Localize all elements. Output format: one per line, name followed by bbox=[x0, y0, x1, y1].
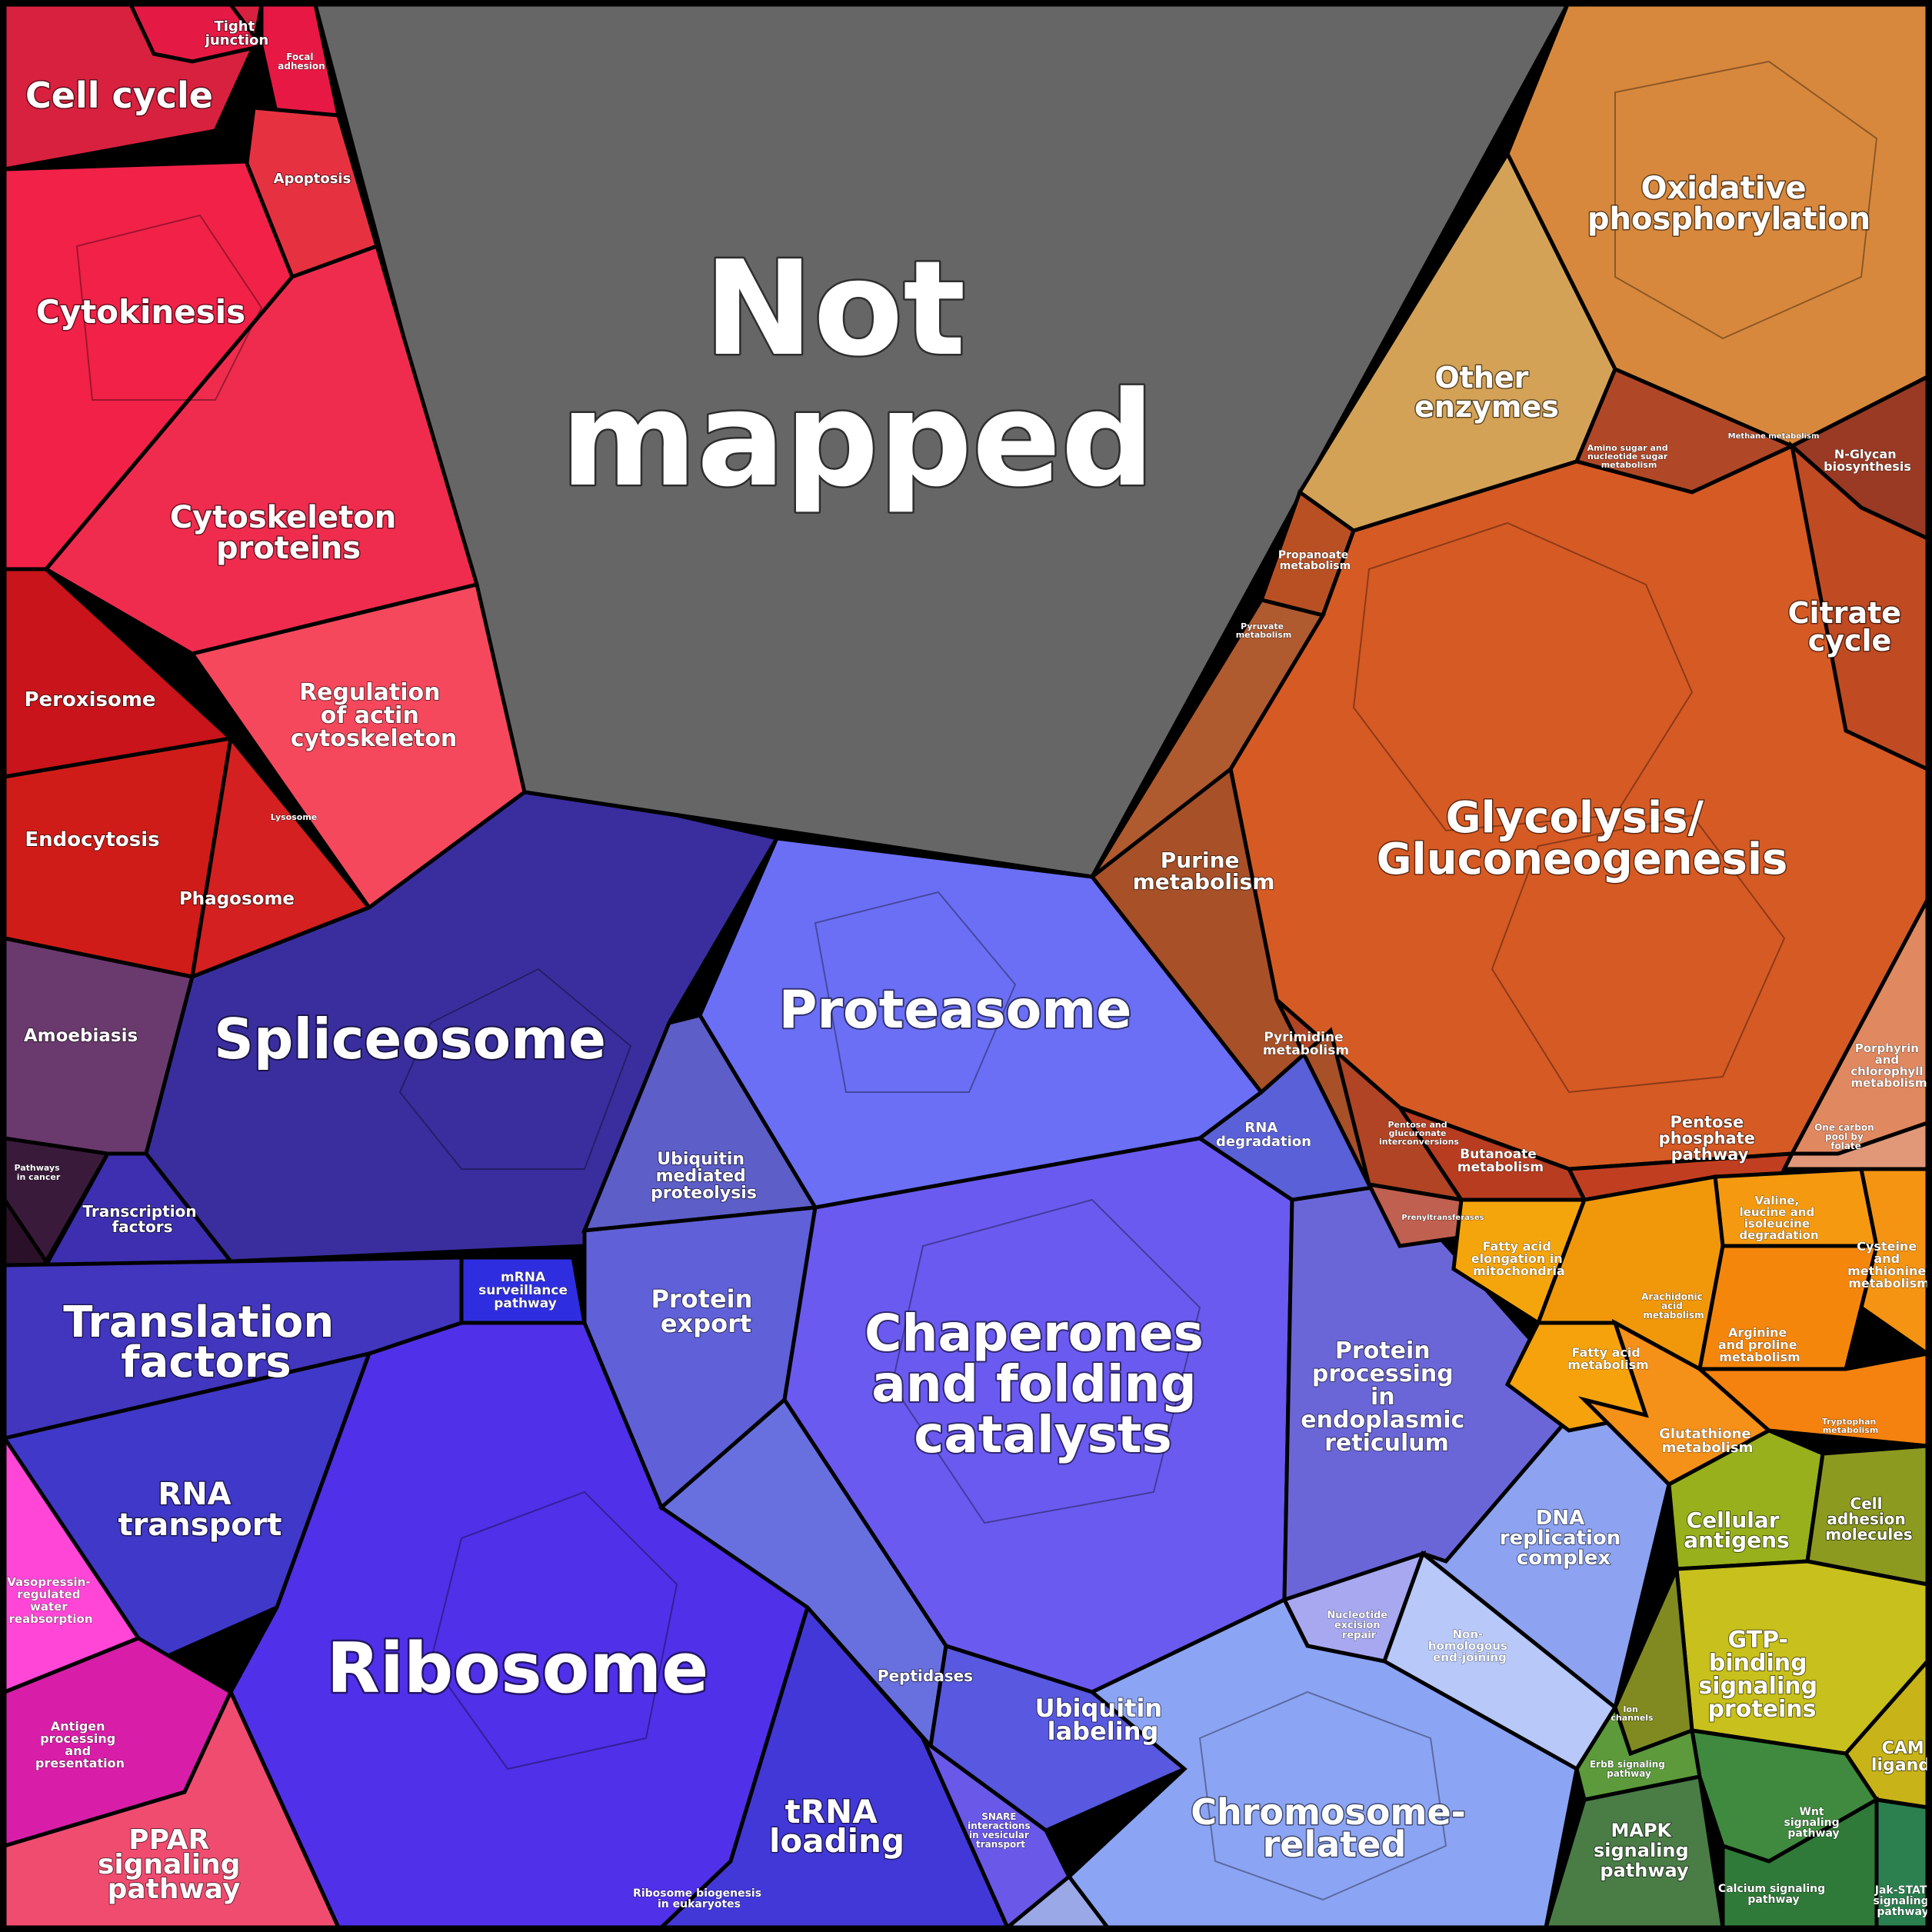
cytokinesis-label: Cytokinesis bbox=[36, 293, 245, 331]
other-enzymes-label: Other enzymes bbox=[1414, 361, 1559, 424]
ubiquitin-proteolysis-label: Ubiquitin mediated proteolysis bbox=[651, 1150, 757, 1203]
tryptophan-label: Tryptophan metabolism bbox=[1822, 1417, 1879, 1435]
peptidases-label: Peptidases bbox=[878, 1667, 973, 1685]
prenyltransferases-label: Prenyltransferases bbox=[1401, 1214, 1484, 1222]
amoebiasis-label: Amoebiasis bbox=[24, 1026, 138, 1046]
pentose-phosphate-label: Pentose phosphate pathway bbox=[1659, 1113, 1761, 1164]
antigen-processing-label: Antigen processing and presentation bbox=[35, 1719, 125, 1770]
ion-channels-label: Ion channels bbox=[1611, 1704, 1654, 1723]
chromosome-related-label: Chromosome- related bbox=[1191, 1791, 1478, 1865]
pyruvate-label: Pyruvate metabolism bbox=[1236, 621, 1292, 640]
cell-adhesion-label: Cell adhesion molecules bbox=[1825, 1494, 1912, 1544]
cysteine-label: Cysteine and methionine metabolism bbox=[1847, 1239, 1930, 1291]
oxidative-phosphorylation-label: Oxidative phosphorylation bbox=[1587, 171, 1870, 237]
porphyrin-label: Porphyrin and chlorophyll metabolism bbox=[1850, 1041, 1927, 1090]
labels: Not mapped Cell cycle Tight junction Foc… bbox=[7, 18, 1932, 1919]
nucleotide-excision-label: Nucleotide excision repair bbox=[1327, 1610, 1391, 1641]
citrate-cycle-label: Citrate cycle bbox=[1788, 596, 1912, 658]
protein-processing-er-label: Protein processing in endoplasmic reticu… bbox=[1301, 1337, 1472, 1457]
endocytosis-label: Endocytosis bbox=[25, 828, 159, 851]
cysteine-cell bbox=[1858, 1167, 1930, 1357]
nglycan-label: N-Glycan biosynthesis bbox=[1824, 447, 1911, 474]
one-carbon-label: One carbon pool by folate bbox=[1814, 1122, 1877, 1151]
peroxisome-label: Peroxisome bbox=[24, 688, 155, 711]
tight-junction-label: Tight junction bbox=[205, 18, 268, 48]
jak-stat-label: Jak-STAT signaling pathway bbox=[1873, 1884, 1932, 1918]
methane-label: Methane metabolism bbox=[1728, 432, 1820, 441]
spliceosome-label: Spliceosome bbox=[214, 1007, 606, 1071]
arachidonic-label: Arachidonic acid metabolism bbox=[1641, 1291, 1706, 1321]
pyrimidine-cell bbox=[1089, 765, 1371, 1186]
ubiquitin-labeling-label: Ubiquitin labeling bbox=[1035, 1694, 1171, 1746]
regulation-actin-label: Regulation of actin cytoskeleton bbox=[291, 679, 458, 752]
glycolysis-label: Glycolysis/ Gluconeogenesis bbox=[1377, 793, 1788, 884]
amino-sugar-label: Amino sugar and nucleotide sugar metabol… bbox=[1587, 443, 1671, 470]
nhej-label: Non- homologous end-joining bbox=[1428, 1627, 1511, 1664]
glutathione-label: Glutathione metabolism bbox=[1659, 1426, 1756, 1456]
valine-label: Valine, leucine and isoleucine degradati… bbox=[1739, 1194, 1818, 1242]
arginine-label: Arginine and proline metabolism bbox=[1718, 1325, 1801, 1364]
arginine-cell bbox=[1697, 1244, 1880, 1371]
trna-loading-label: tRNA loading bbox=[769, 1793, 904, 1860]
proteasome-label: Proteasome bbox=[779, 980, 1132, 1041]
rna-degradation-label: RNA degradation bbox=[1216, 1120, 1311, 1150]
transcription-factors-label: Transcription factors bbox=[82, 1202, 202, 1236]
not-mapped-label: Not mapped bbox=[561, 233, 1154, 516]
ribosome-label: Ribosome bbox=[327, 1628, 709, 1709]
cytoskeleton-proteins-cell bbox=[43, 243, 480, 656]
pathways-cancer-label: Pathways in cancer bbox=[14, 1163, 62, 1182]
gtp-binding-label: GTP- binding signaling proteins bbox=[1698, 1627, 1825, 1723]
purine-label: Purine metabolism bbox=[1133, 848, 1275, 894]
pyrimidine-label: Pyrimidine metabolism bbox=[1263, 1030, 1349, 1058]
ppar-label: PPAR signaling pathway bbox=[98, 1824, 250, 1905]
mrna-surveillance-label: mRNA surveillance pathway bbox=[478, 1270, 572, 1311]
focal-adhesion-label: Focal adhesion bbox=[278, 52, 325, 72]
ubiquitin-labeling-cell bbox=[928, 1643, 1188, 1833]
chaperones-label: Chaperones and folding catalysts bbox=[864, 1304, 1221, 1464]
chromosome-related-cell bbox=[1002, 1597, 1579, 1930]
propanoate-label: Propanoate metabolism bbox=[1278, 549, 1352, 572]
mapk-label: MAPK signaling pathway bbox=[1594, 1820, 1695, 1881]
apoptosis-label: Apoptosis bbox=[274, 171, 351, 187]
snare-label: SNARE interactions in vesicular transpor… bbox=[968, 1811, 1034, 1850]
calcium-label: Calcium signaling pathway bbox=[1718, 1883, 1829, 1906]
translation-factors-label: Translation factors bbox=[63, 1297, 348, 1387]
rna-transport-label: RNA transport bbox=[118, 1477, 281, 1543]
phagosome-label: Phagosome bbox=[179, 889, 295, 909]
subcell-texture bbox=[75, 60, 1878, 1901]
pentose-glucuronate-label: Pentose and glucuronate interconversions bbox=[1379, 1120, 1459, 1147]
cam-ligands-label: CAM ligands bbox=[1871, 1739, 1932, 1775]
ribosome-biogenesis-label: Ribosome biogenesis in eukaryotes bbox=[633, 1887, 765, 1910]
fatty-acid-metabolism-label: Fatty acid metabolism bbox=[1567, 1345, 1649, 1372]
wnt-label: Wnt signaling pathway bbox=[1784, 1806, 1843, 1840]
cellular-antigens-label: Cellular antigens bbox=[1684, 1507, 1789, 1553]
erbb-label: ErbB signaling pathway bbox=[1590, 1759, 1668, 1779]
fatty-acid-elongation-label: Fatty acid elongation in mitochondria bbox=[1471, 1239, 1567, 1278]
butanoate-label: Butanoate metabolism bbox=[1457, 1147, 1544, 1175]
cell-cycle-label: Cell cycle bbox=[25, 75, 213, 116]
vasopressin-label: Vasopressin- regulated water reabsorptio… bbox=[7, 1575, 95, 1626]
protein-export-label: Protein export bbox=[651, 1284, 761, 1338]
cytoskeleton-proteins-label: Cytoskeleton proteins bbox=[170, 500, 407, 566]
lysosome-label: Lysosome bbox=[271, 812, 318, 822]
dna-replication-label: DNA replication complex bbox=[1500, 1507, 1628, 1570]
